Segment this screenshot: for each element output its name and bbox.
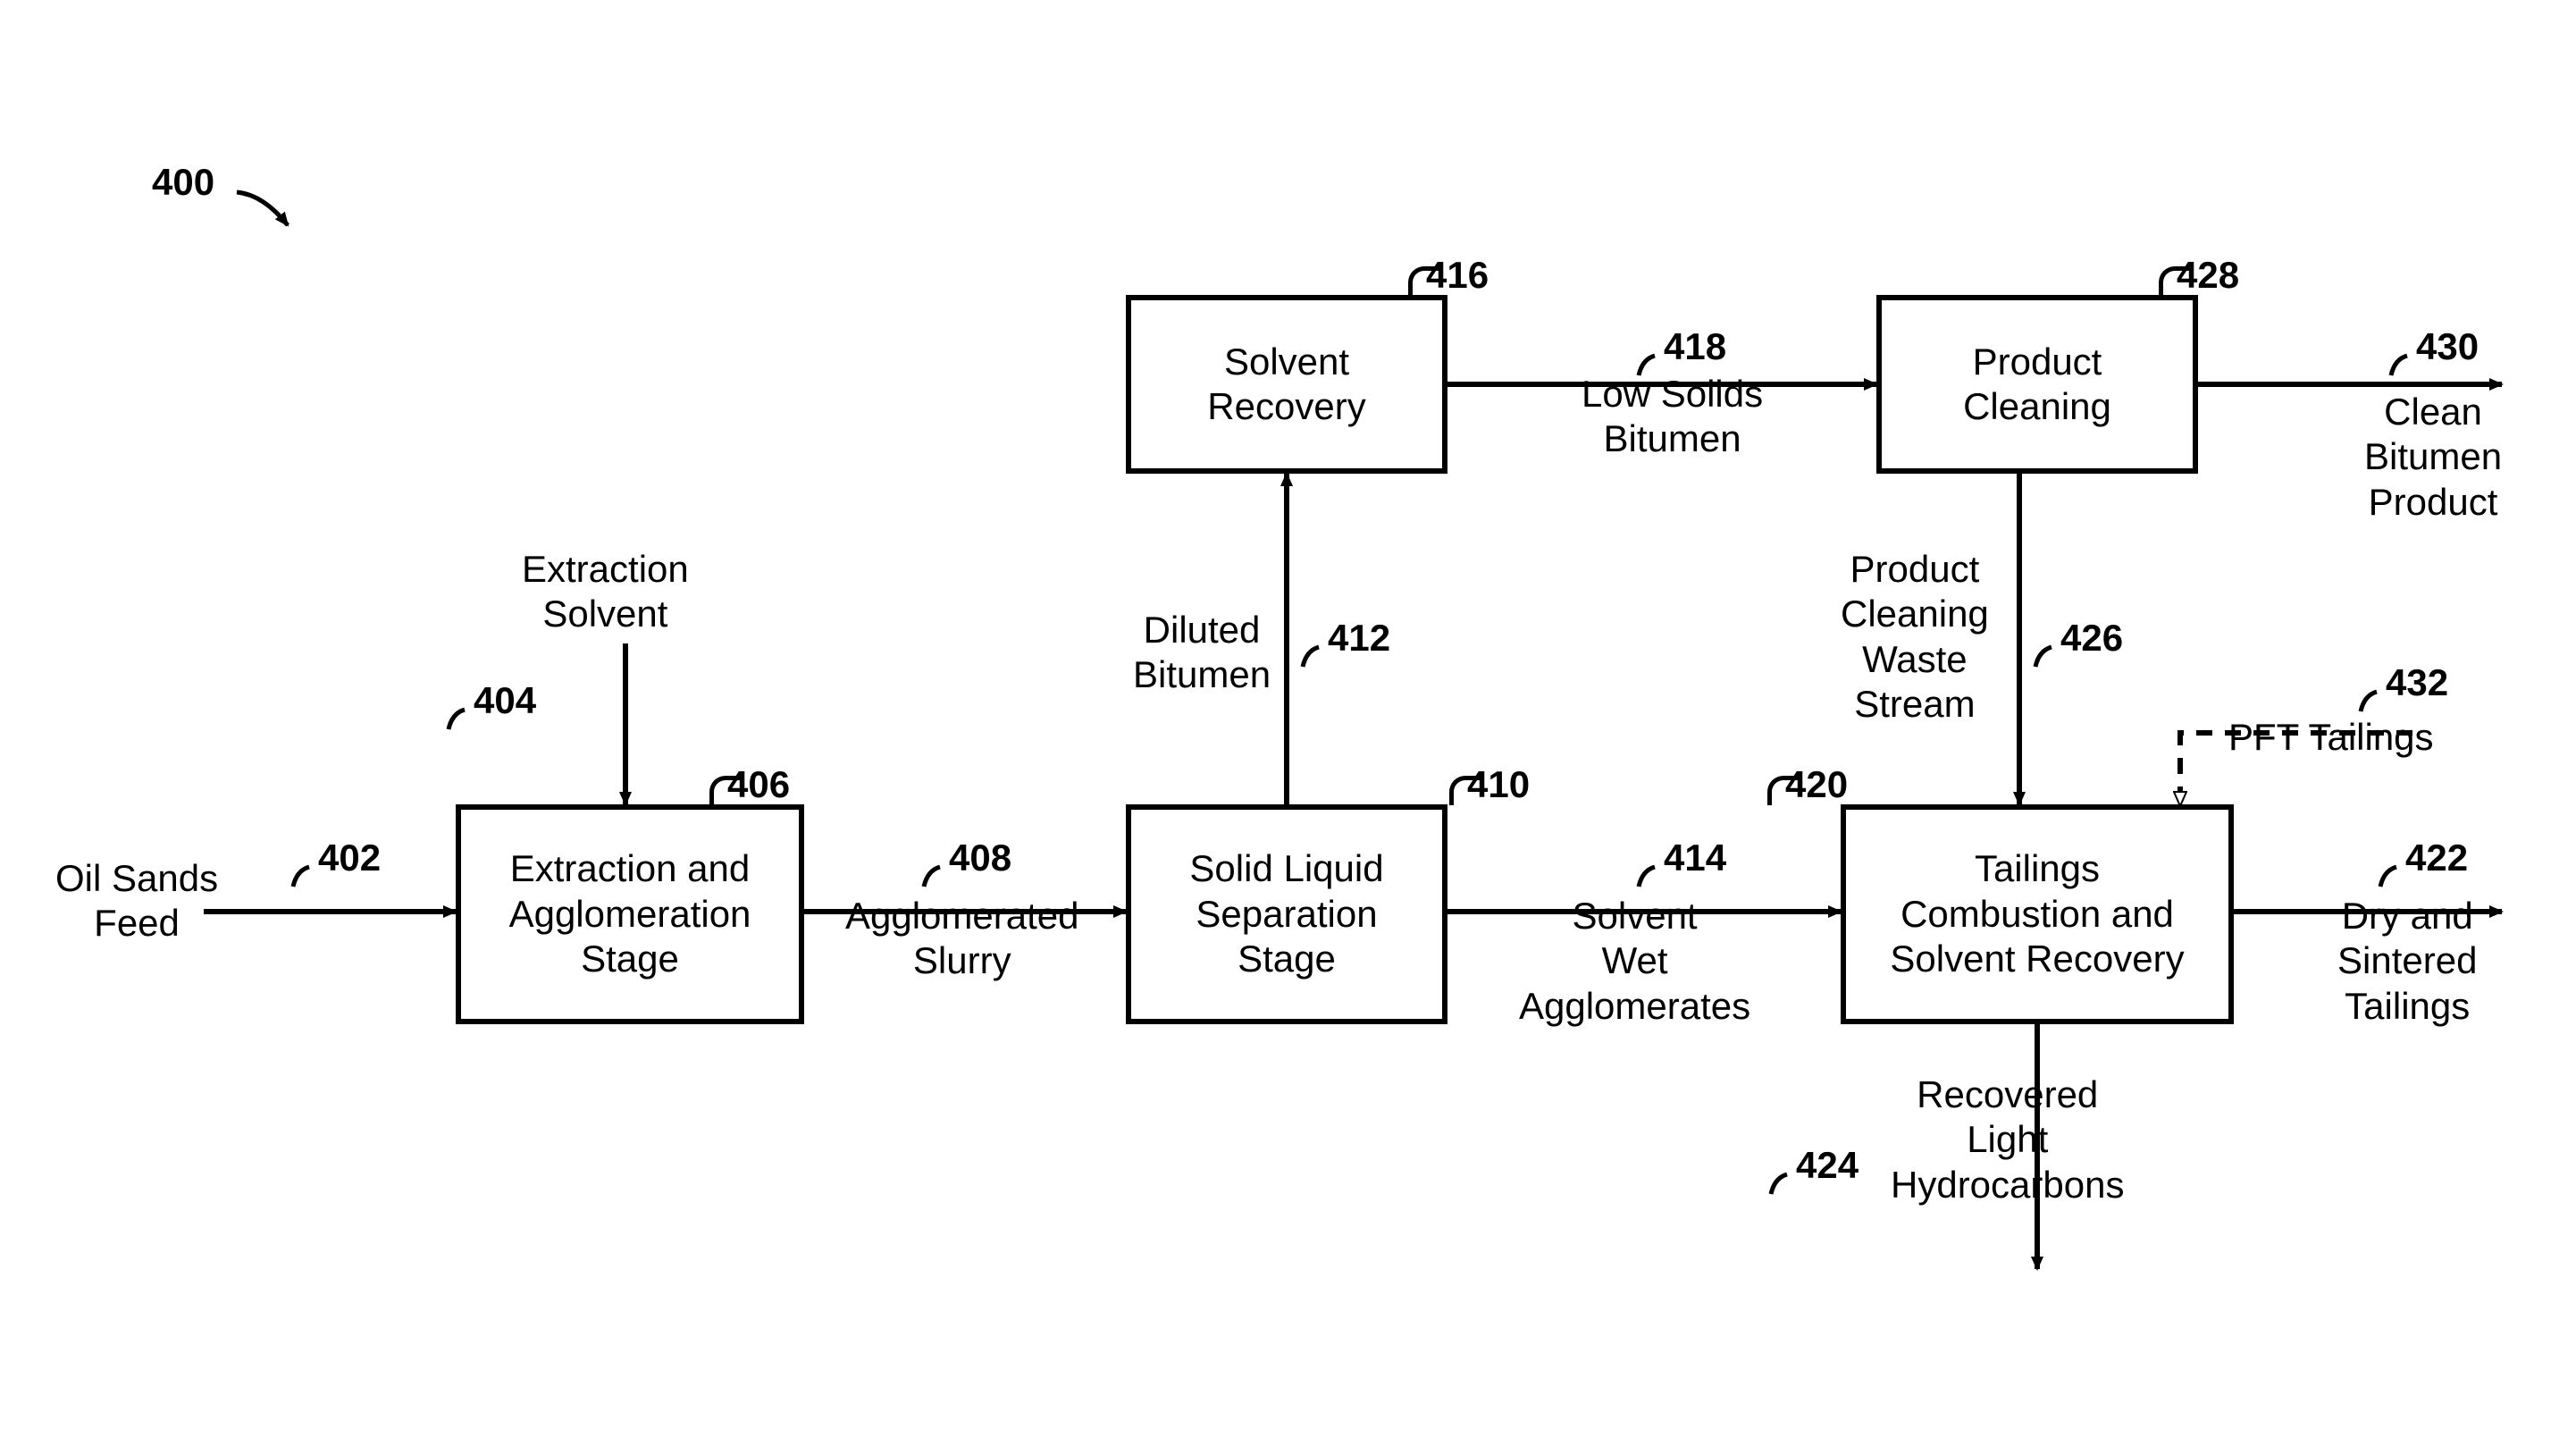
- stream-label-s402: Oil Sands Feed: [55, 856, 218, 946]
- stream-label-s426: Product Cleaning Waste Stream: [1841, 547, 1989, 728]
- stream-label-s432: PFT Tailings: [2228, 715, 2434, 760]
- stream-label-s430: Clean Bitumen Product: [2364, 390, 2502, 525]
- stream-ref-402: 402: [318, 837, 381, 879]
- process-box-b420: Tailings Combustion and Solvent Recovery: [1841, 804, 2234, 1024]
- ref-hook-curve: [449, 710, 465, 729]
- ref-hook: [1449, 776, 1484, 805]
- ref-hook: [1408, 266, 1443, 296]
- ref-hook-curve: [1303, 647, 1319, 667]
- stream-label-s412: Diluted Bitumen: [1133, 608, 1271, 698]
- stream-ref-414: 414: [1664, 837, 1726, 879]
- process-box-b416: Solvent Recovery: [1126, 295, 1447, 474]
- flowchart-stage: 400 Extraction and Agglomeration Stage 40…: [0, 0, 2576, 1455]
- stream-ref-408: 408: [949, 837, 1011, 879]
- ref-hook-curve: [924, 867, 940, 887]
- ref-hook-curve: [2391, 356, 2407, 375]
- stream-ref-432: 432: [2386, 661, 2448, 704]
- ref-hook-curve: [1639, 867, 1655, 887]
- stream-label-s408: Agglomerated Slurry: [845, 894, 1079, 984]
- ref-hook-curve: [1771, 1174, 1787, 1194]
- stream-ref-430: 430: [2416, 325, 2479, 368]
- stream-label-s414: Solvent Wet Agglomerates: [1519, 894, 1750, 1029]
- stream-label-s422: Dry and Sintered Tailings: [2337, 894, 2477, 1029]
- stream-ref-426: 426: [2060, 617, 2123, 660]
- ref-hook-curve: [2361, 692, 2377, 711]
- process-box-b406: Extraction and Agglomeration Stage: [456, 804, 804, 1024]
- stream-label-s418: Low Solids Bitumen: [1582, 372, 1763, 462]
- stream-ref-412: 412: [1328, 617, 1390, 660]
- ref-hook: [1767, 776, 1802, 805]
- stream-ref-424: 424: [1796, 1144, 1859, 1187]
- process-box-b410: Solid Liquid Separation Stage: [1126, 804, 1447, 1024]
- ref-hook: [2159, 266, 2194, 296]
- stream-ref-418: 418: [1664, 325, 1726, 368]
- process-box-b428: Product Cleaning: [1876, 295, 2198, 474]
- stream-label-s424: Recovered Light Hydrocarbons: [1891, 1072, 2124, 1207]
- ref-hook-curve: [2380, 867, 2396, 887]
- figure-ref-400: 400: [152, 161, 214, 204]
- stream-label-s404: Extraction Solvent: [522, 547, 689, 637]
- stream-ref-422: 422: [2405, 837, 2468, 879]
- ref-hook: [709, 776, 744, 805]
- stream-ref-404: 404: [474, 679, 536, 722]
- connector-layer: [0, 0, 2576, 1455]
- ref-hook-curve: [293, 867, 309, 887]
- ref-hook-curve: [2035, 647, 2052, 667]
